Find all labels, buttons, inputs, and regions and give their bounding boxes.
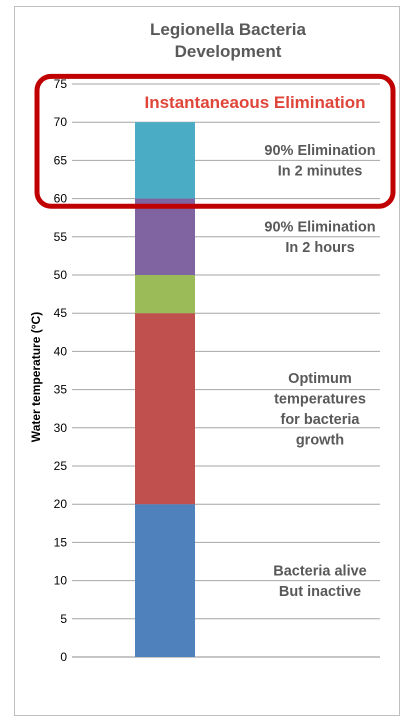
annotation-text: temperatures bbox=[274, 391, 366, 407]
y-tick-label: 25 bbox=[54, 459, 68, 473]
bar-segment bbox=[135, 504, 195, 657]
annotation-text: 90% Elimination bbox=[264, 143, 375, 159]
annotation-text: But inactive bbox=[279, 584, 361, 600]
gridlines bbox=[72, 83, 380, 658]
y-tick-label: 45 bbox=[54, 306, 68, 320]
y-axis-ticks: 0 5 10 15 20 25 30 35 40 45 50 55 60 65 70 75 bbox=[54, 77, 68, 664]
chart-title-line-2: Development bbox=[175, 42, 282, 61]
y-tick-label: 55 bbox=[54, 230, 68, 244]
y-tick-label: 75 bbox=[54, 77, 68, 91]
chart-frame: Legionella Bacteria Development 0 5 10 15 20… bbox=[14, 6, 400, 716]
y-tick-label: 30 bbox=[54, 421, 68, 435]
chart-title-line-1: Legionella Bacteria bbox=[150, 20, 306, 39]
y-axis-label: Water temperature (°C) bbox=[29, 312, 43, 442]
y-tick-label: 0 bbox=[60, 650, 67, 664]
y-tick-label: 60 bbox=[54, 192, 68, 206]
bar-segment bbox=[135, 313, 195, 505]
bar-segment bbox=[135, 275, 195, 314]
annotation-text: Optimum bbox=[288, 371, 352, 387]
bar-segment bbox=[135, 198, 195, 275]
annotation-text: Instantaneaous Elimination bbox=[144, 93, 365, 112]
annotation-text: Bacteria alive bbox=[273, 563, 367, 579]
annotation-text: In 2 hours bbox=[285, 240, 354, 256]
y-tick-label: 20 bbox=[54, 497, 68, 511]
annotation-text: growth bbox=[296, 432, 344, 448]
y-tick-label: 5 bbox=[60, 612, 67, 626]
annotation-text: 90% Elimination bbox=[264, 220, 375, 236]
y-tick-label: 35 bbox=[54, 383, 68, 397]
y-tick-label: 50 bbox=[54, 268, 68, 282]
bar-segment bbox=[135, 122, 195, 199]
annotation-text: In 2 minutes bbox=[278, 164, 363, 180]
chart-svg: Legionella Bacteria Development 0 5 10 15 20… bbox=[29, 20, 396, 664]
y-tick-label: 15 bbox=[54, 535, 68, 549]
y-tick-label: 10 bbox=[54, 574, 68, 588]
y-tick-label: 65 bbox=[54, 153, 68, 167]
stacked-bar bbox=[135, 122, 195, 657]
y-tick-label: 40 bbox=[54, 344, 68, 358]
annotation-text: for bacteria bbox=[281, 412, 361, 428]
y-tick-label: 70 bbox=[54, 115, 68, 129]
highlight-box bbox=[34, 73, 396, 209]
chart-title: Legionella Bacteria Development bbox=[150, 20, 306, 61]
annotations: Instantaneaous Elimination 90% Eliminatio… bbox=[144, 93, 375, 600]
